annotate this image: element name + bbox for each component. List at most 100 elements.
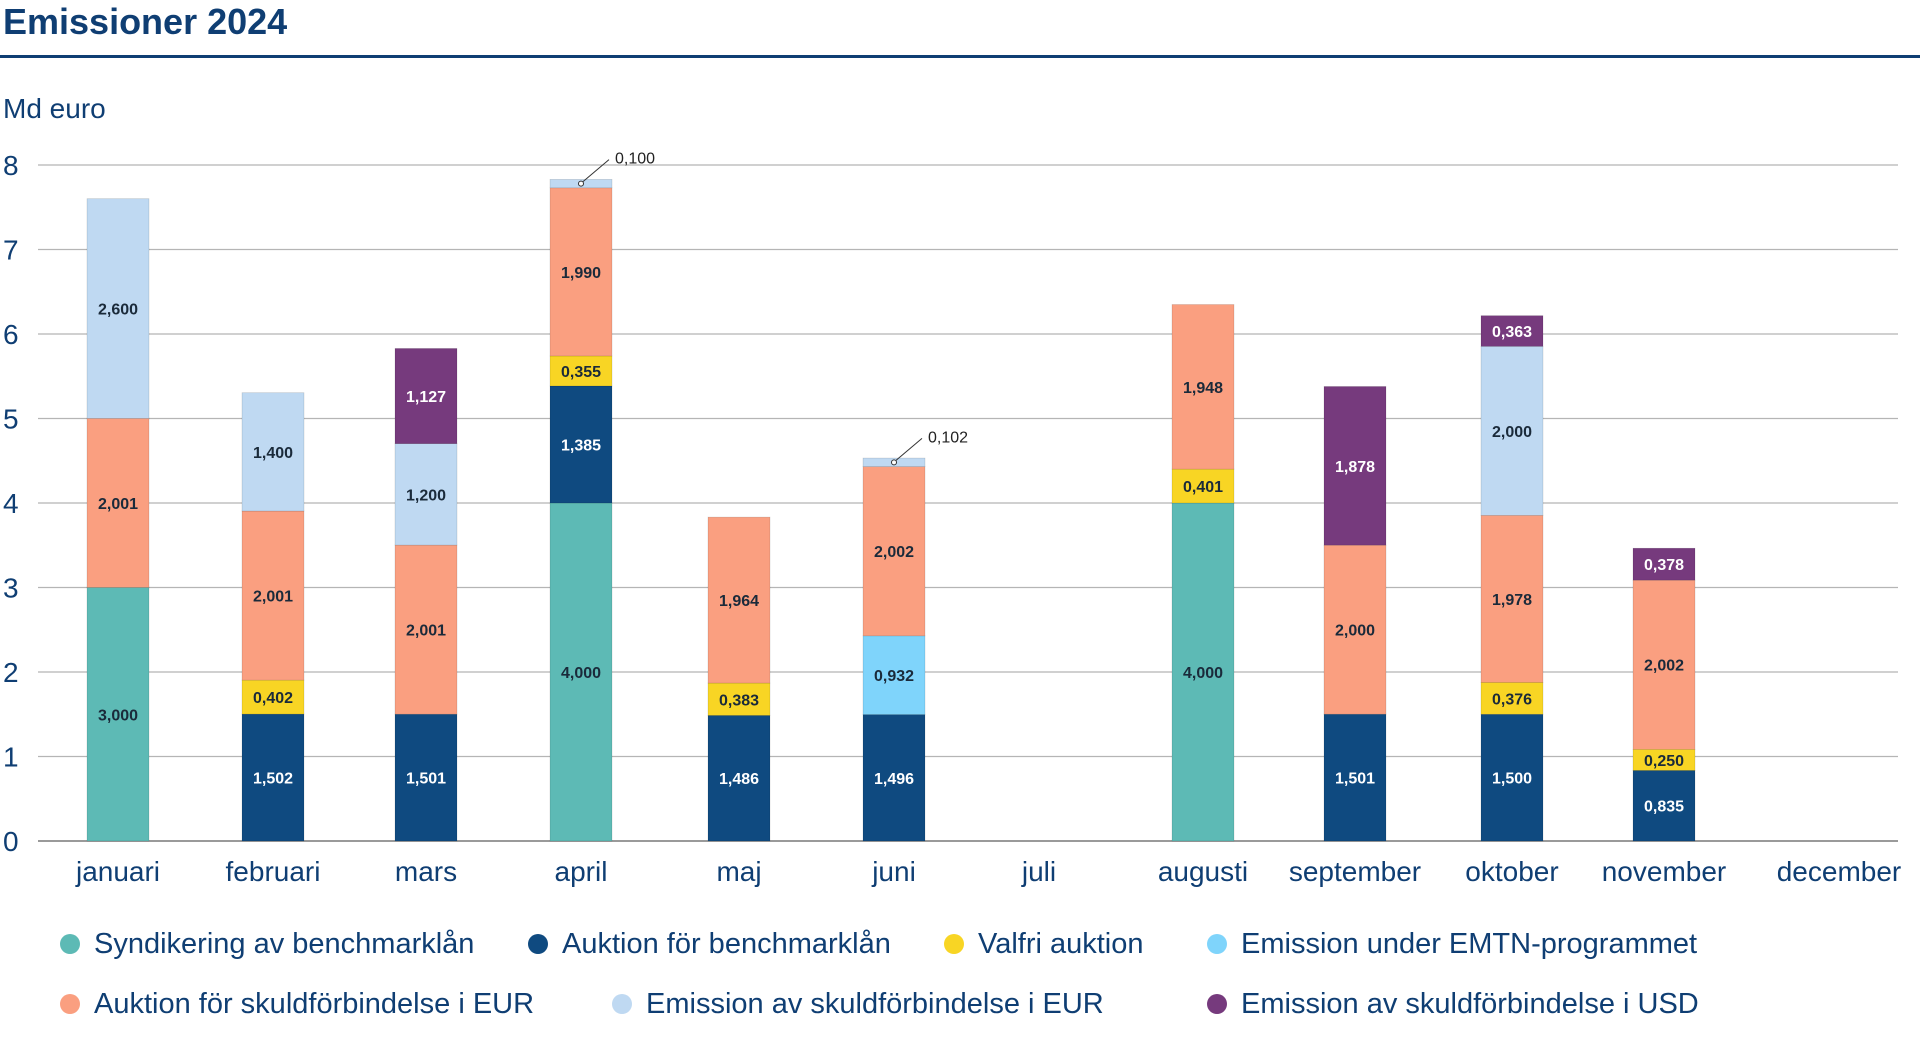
bar-segment (1171, 304, 1235, 470)
data-label: 3,000 (98, 707, 138, 724)
bar-segment (1480, 515, 1544, 683)
bar-segment (1323, 386, 1387, 546)
data-label: 0,355 (561, 364, 601, 381)
data-label: 0,250 (1644, 753, 1684, 770)
y-tick-labels: 0 1 2 3 4 5 6 7 8 (3, 150, 19, 857)
callout-line (582, 159, 610, 182)
data-label: 2,002 (874, 544, 914, 561)
x-tick-label: januari (75, 856, 160, 887)
x-tick-label: november (1602, 856, 1727, 887)
x-tick-label: december (1777, 856, 1902, 887)
data-label: 1,964 (719, 593, 759, 610)
bar-segment (549, 187, 613, 357)
data-label: 4,000 (561, 665, 601, 682)
data-label: 1,978 (1492, 592, 1532, 609)
callout-line (895, 437, 923, 461)
bar-segment (1171, 502, 1235, 842)
y-tick-label: 2 (3, 657, 19, 688)
bar-segment (1632, 770, 1696, 842)
y-tick-label: 4 (3, 488, 19, 519)
bar-segment (862, 635, 926, 715)
data-label: 1,127 (406, 389, 446, 406)
bars (86, 179, 1696, 842)
data-label: 0,376 (1492, 691, 1532, 708)
data-label: 0,383 (719, 692, 759, 709)
bar-segment (241, 392, 305, 512)
data-label: 0,102 (928, 429, 968, 446)
bar-segment (86, 587, 150, 842)
bar-segment (86, 198, 150, 419)
bar-segment (1323, 544, 1387, 715)
data-label: 0,100 (615, 151, 655, 168)
data-label: 2,000 (1335, 623, 1375, 640)
data-label: 0,378 (1644, 557, 1684, 574)
data-label: 1,501 (1335, 771, 1375, 788)
x-tick-label: augusti (1158, 856, 1248, 887)
data-label: 1,501 (406, 771, 446, 788)
data-label: 1,948 (1183, 380, 1223, 397)
x-tick-label: oktober (1465, 856, 1558, 887)
y-axis-label: Md euro (3, 93, 106, 124)
bar-segment (707, 715, 771, 842)
data-label: 1,496 (874, 771, 914, 788)
data-label: 2,001 (253, 589, 293, 606)
bar-segment (707, 682, 771, 716)
x-tick-label: juni (871, 856, 916, 887)
data-label: 1,400 (253, 445, 293, 462)
callout-marker (891, 459, 897, 466)
y-tick-label: 0 (3, 826, 19, 857)
data-label: 1,500 (1492, 771, 1532, 788)
y-tick-label: 5 (3, 404, 19, 435)
bar-segment (1480, 315, 1544, 347)
bar-segment (86, 418, 150, 588)
data-label: 1,385 (561, 437, 601, 454)
bar-segment (707, 516, 771, 684)
x-tick-label: mars (395, 856, 457, 887)
bar-segment (394, 443, 458, 546)
bar-segment (549, 385, 613, 504)
data-label: 2,000 (1492, 424, 1532, 441)
bar-segment (862, 466, 926, 637)
bar-segment (241, 713, 305, 842)
x-tick-label: februari (226, 856, 321, 887)
bar-segment (1480, 682, 1544, 715)
data-label: 0,401 (1183, 479, 1223, 496)
data-label: 1,878 (1335, 459, 1375, 476)
data-label: 1,200 (406, 487, 446, 504)
callout-marker (578, 180, 584, 187)
bar-segment (1171, 468, 1235, 504)
y-tick-label: 8 (3, 150, 19, 181)
data-label: 1,990 (561, 265, 601, 282)
bar-segment (1480, 713, 1544, 842)
data-label: 2,002 (1644, 658, 1684, 675)
y-tick-label: 6 (3, 319, 19, 350)
x-tick-label: juli (1021, 856, 1056, 887)
data-label: 0,835 (1644, 799, 1684, 816)
data-label: 0,932 (874, 668, 914, 685)
title-divider (0, 55, 1920, 58)
y-tick-label: 3 (3, 573, 19, 604)
bar-segment (394, 544, 458, 715)
bar-segment (862, 714, 926, 842)
data-label: 2,001 (98, 496, 138, 513)
bar-segment (1632, 579, 1696, 750)
data-labels: 3,000 2,001 2,600 1,502 0,402 2,001 1,400 1,501… (98, 151, 1684, 816)
data-label: 1,486 (719, 771, 759, 788)
data-label: 0,402 (253, 690, 293, 707)
x-tick-label: april (555, 856, 608, 887)
data-label: 4,000 (1183, 665, 1223, 682)
y-tick-label: 7 (3, 235, 19, 266)
data-label: 1,502 (253, 771, 293, 788)
bar-segment (1632, 547, 1696, 581)
bar-segment (394, 348, 458, 444)
bar-segment (549, 502, 613, 842)
y-tick-label: 1 (3, 742, 19, 773)
x-tick-labels: januari februari mars april maj juni juli augus… (75, 856, 1901, 887)
bar-segment (394, 713, 458, 842)
grid-lines (38, 164, 1898, 842)
chart-title: Emissioner 2024 (3, 1, 288, 42)
data-label: 2,001 (406, 623, 446, 640)
x-tick-label: maj (716, 856, 761, 887)
